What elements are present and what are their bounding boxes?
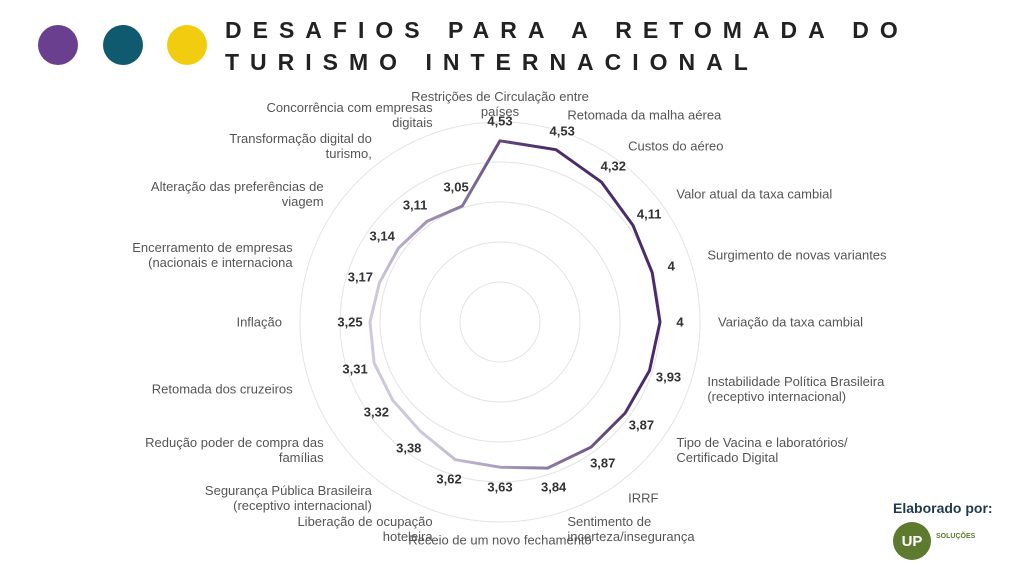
category-label: IRRF xyxy=(628,490,659,506)
category-label: Valor atual da taxa cambial xyxy=(676,186,833,202)
logo: UP xyxy=(893,522,931,560)
value-label: 4,32 xyxy=(600,158,626,174)
value-label: 3,93 xyxy=(655,369,682,385)
value-label: 3,87 xyxy=(628,417,655,433)
value-label: 4,53 xyxy=(487,113,513,129)
category-label: Restrições de Circulação entre países xyxy=(411,89,589,119)
decor-dot xyxy=(38,25,78,65)
value-label: 4 xyxy=(676,314,684,330)
value-label: 3,25 xyxy=(337,314,363,330)
category-label: Receio de um novo fechamento xyxy=(408,532,592,548)
value-label: 3,62 xyxy=(436,471,462,487)
grid-ring xyxy=(419,241,581,403)
logo-text: SOLUÇÕES xyxy=(936,533,976,540)
decor-dot xyxy=(167,25,207,65)
category-label: Alteração das preferências de viagem xyxy=(150,178,324,209)
category-label: Encerramento de empresas (nacionais e in… xyxy=(132,239,293,270)
grid-ring xyxy=(299,121,701,523)
category-label: Instabilidade Política Brasileira (recep… xyxy=(707,374,885,405)
slide-title: DESAFIOS PARA A RETOMADA DO TURISMO INTE… xyxy=(225,17,909,75)
grid-ring xyxy=(339,161,661,483)
value-label: 3,17 xyxy=(347,269,374,285)
value-label: 3,14 xyxy=(369,228,395,244)
category-label: Transformação digital do turismo, xyxy=(229,130,372,161)
category-label: Variação da taxa cambial xyxy=(718,314,864,330)
value-label: 3,31 xyxy=(342,361,368,377)
category-label: Retomada da malha aérea xyxy=(567,107,722,123)
grid-ring xyxy=(379,201,621,443)
footer-label: Elaborado por: xyxy=(893,500,993,516)
category-label: Segurança Pública Brasileira (receptivo … xyxy=(204,483,372,514)
category-label: Custos do aéreo xyxy=(628,138,724,154)
value-label: 3,84 xyxy=(540,479,567,495)
category-label: Surgimento de novas variantes xyxy=(707,247,887,263)
category-label: Concorrência com empresas digitais xyxy=(266,99,433,130)
category-label: Redução poder de compra das famílias xyxy=(145,435,324,466)
category-label: Tipo de Vacina e laboratórios/ Certifica… xyxy=(676,435,848,466)
value-label: 4,11 xyxy=(636,206,662,222)
category-label: Sentimento de incerteza/insegurança xyxy=(567,514,695,545)
value-label: 4 xyxy=(667,258,675,274)
category-label: Retomada dos cruzeiros xyxy=(151,381,293,397)
value-label: 3,11 xyxy=(402,197,428,213)
value-label: 3,38 xyxy=(396,440,422,456)
value-label: 3,32 xyxy=(363,404,390,420)
value-label: 3,63 xyxy=(487,479,513,495)
value-label: 4,53 xyxy=(549,123,575,139)
category-label: Inflação xyxy=(236,314,282,330)
value-label: 3,87 xyxy=(590,455,616,471)
value-label: 3,05 xyxy=(443,179,469,195)
decor-dot xyxy=(103,25,143,65)
series-line xyxy=(368,139,662,470)
grid-ring xyxy=(459,281,541,363)
category-label: Liberação de ocupação hoteleira xyxy=(297,514,433,545)
